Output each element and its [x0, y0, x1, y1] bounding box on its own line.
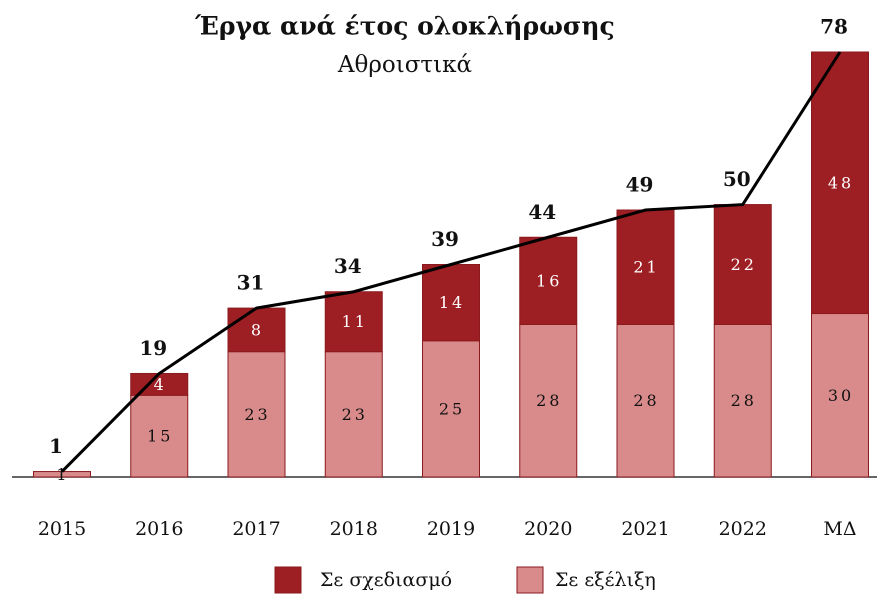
segment-label: 8 [251, 320, 264, 339]
segment-label: 28 [633, 391, 659, 410]
legend-label: Σε εξέλιξη [555, 569, 656, 591]
segment-label: 15 [147, 427, 173, 446]
segment-label: 23 [342, 405, 368, 424]
bar-segment [130, 394, 189, 478]
segment-label: 11 [342, 312, 368, 331]
bar-segment [422, 340, 480, 478]
total-label: 39 [431, 227, 459, 251]
segment-label: 25 [439, 399, 465, 418]
x-tick-label: 2018 [330, 518, 378, 540]
x-tick-label: 2021 [621, 518, 669, 540]
bar-segment [227, 351, 286, 478]
chart-subtitle: Αθροιστικά [337, 52, 472, 78]
x-tick-label: 2017 [232, 518, 280, 540]
segment-label: 28 [536, 391, 562, 410]
bar-segment [713, 323, 772, 478]
total-label: 31 [237, 271, 265, 295]
chart-title: Έργα ανά έτος ολοκλήρωσης [194, 12, 614, 41]
x-tick-label: 2016 [135, 518, 183, 540]
x-tick-label: 2022 [719, 518, 767, 540]
total-label: 49 [626, 173, 654, 197]
legend-swatch [516, 566, 544, 594]
bar-segment [616, 209, 675, 325]
x-tick-label: 2020 [524, 518, 572, 540]
total-label: 1 [49, 434, 63, 458]
segment-label: 23 [244, 405, 270, 424]
x-tick-label: ΜΔ [823, 518, 856, 540]
bar-segment [616, 323, 675, 478]
bar-segment [713, 204, 772, 325]
segment-label: 22 [731, 255, 757, 274]
total-label: 34 [334, 254, 362, 278]
total-label: 78 [820, 15, 848, 39]
bar-segment [811, 313, 869, 478]
bar-segment [227, 307, 286, 353]
segment-label: 14 [439, 293, 465, 312]
bar-segment [811, 51, 869, 315]
segment-label: 28 [731, 391, 757, 410]
bar-segment [519, 323, 578, 478]
total-label: 50 [723, 167, 751, 191]
x-tick-label: 2015 [38, 518, 86, 540]
bar-segment [422, 264, 480, 342]
total-label: 44 [528, 200, 556, 224]
legend-label: Σε σχεδιασμό [320, 569, 452, 591]
total-label: 19 [139, 336, 167, 360]
segment-label: 16 [536, 271, 562, 290]
segment-label: 21 [633, 258, 659, 277]
segment-label: 48 [828, 173, 854, 192]
segment-label: 1 [56, 465, 69, 484]
bar-segment [324, 351, 383, 478]
total-line [60, 51, 842, 473]
bar-segment [324, 291, 383, 353]
segment-label: 30 [828, 386, 854, 405]
legend-swatch [274, 566, 302, 594]
x-tick-label: 2019 [427, 518, 475, 540]
segment-label: 4 [154, 375, 167, 394]
